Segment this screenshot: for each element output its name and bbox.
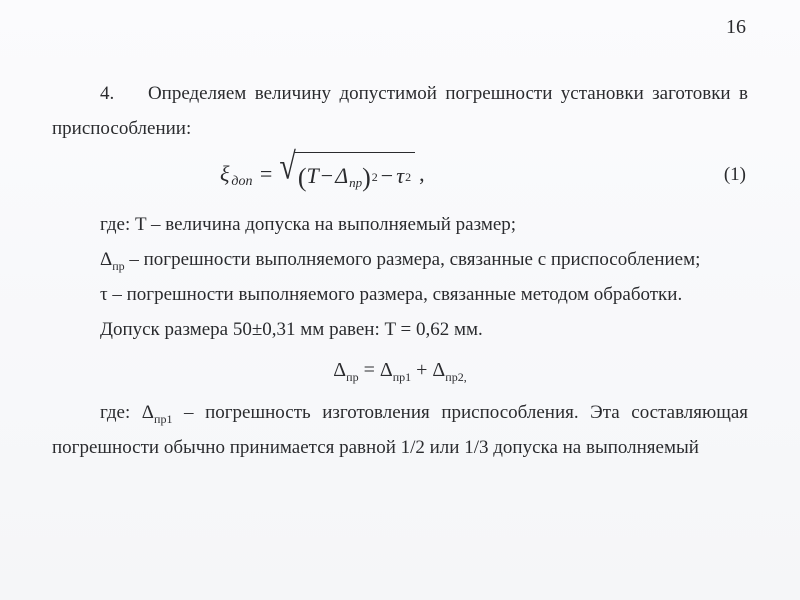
eq2-sub-pr: пр	[346, 370, 358, 384]
tau-symbol: τ	[396, 156, 404, 197]
equation-2: Δпр = Δпр1 + Δпр2,	[52, 352, 748, 389]
equation-1: ξ доп = √ ( T − Δ пр ) 2	[220, 152, 425, 197]
close-paren: )	[362, 165, 371, 191]
def2-text: – погрешность изготовления приспособлени…	[52, 402, 748, 458]
xi-symbol: ξ	[220, 154, 229, 195]
def-T: где: T – величина допуска на выполняемый…	[52, 207, 748, 242]
squared-1: 2	[372, 166, 378, 188]
equation-label-1: (1)	[724, 157, 748, 192]
radicand: ( T − Δ пр ) 2 − τ 2	[294, 152, 415, 197]
page-number: 16	[726, 16, 746, 39]
delta-subscript: пр	[349, 171, 362, 195]
delta-sub-inline: пр	[112, 259, 124, 273]
def2-sub: пр1	[154, 411, 172, 425]
minus-1: −	[321, 156, 333, 197]
tolerance-line: Допуск размера 50±0,31 мм равен: T = 0,6…	[52, 312, 748, 347]
delta-pr: Δ пр	[335, 156, 362, 197]
document-page: 16 4. Определяем величину допустимой пог…	[0, 0, 800, 600]
square-root: √ ( T − Δ пр ) 2 − τ 2	[279, 152, 415, 197]
intro-text: Определяем величину допустимой погрешнос…	[52, 83, 748, 139]
squared-2: 2	[405, 166, 411, 188]
def-tau: τ – погрешности выполняемого размера, св…	[52, 277, 748, 312]
eq2-equals: =	[359, 359, 380, 381]
eq2-delta-2: Δ	[380, 359, 393, 381]
sym-T: T	[307, 156, 319, 197]
intro-paragraph: 4. Определяем величину допустимой погреш…	[52, 76, 748, 146]
eq2-sub-pr1: пр1	[393, 370, 411, 384]
item-number: 4.	[100, 83, 114, 104]
eq2-sub-pr2: пр2,	[445, 370, 466, 384]
minus-2: −	[381, 156, 393, 197]
eq2-plus: +	[411, 359, 432, 381]
eq2-delta-1: Δ	[333, 359, 346, 381]
def2-prefix: где: Δ	[100, 402, 154, 423]
def-delta-pr1: где: Δпр1 – погрешность изготовления при…	[52, 395, 748, 465]
equation-1-row: ξ доп = √ ( T − Δ пр ) 2	[52, 152, 748, 197]
trailing-comma: ,	[419, 154, 425, 195]
equals-sign: =	[259, 154, 274, 195]
def-delta-pr: Δпр – погрешности выполняемого размера, …	[52, 242, 748, 277]
open-paren: (	[298, 165, 307, 191]
page-body: 4. Определяем величину допустимой погреш…	[52, 76, 748, 465]
delta-symbol: Δ	[335, 156, 348, 197]
eq2-delta-3: Δ	[432, 359, 445, 381]
xi-subscript: доп	[231, 169, 252, 195]
radical-sign: √	[279, 149, 295, 205]
xi-dop: ξ доп	[220, 154, 253, 195]
delta-symbol-inline: Δ	[100, 249, 112, 270]
def-delta-text: – погрешности выполняемого размера, связ…	[125, 249, 701, 270]
